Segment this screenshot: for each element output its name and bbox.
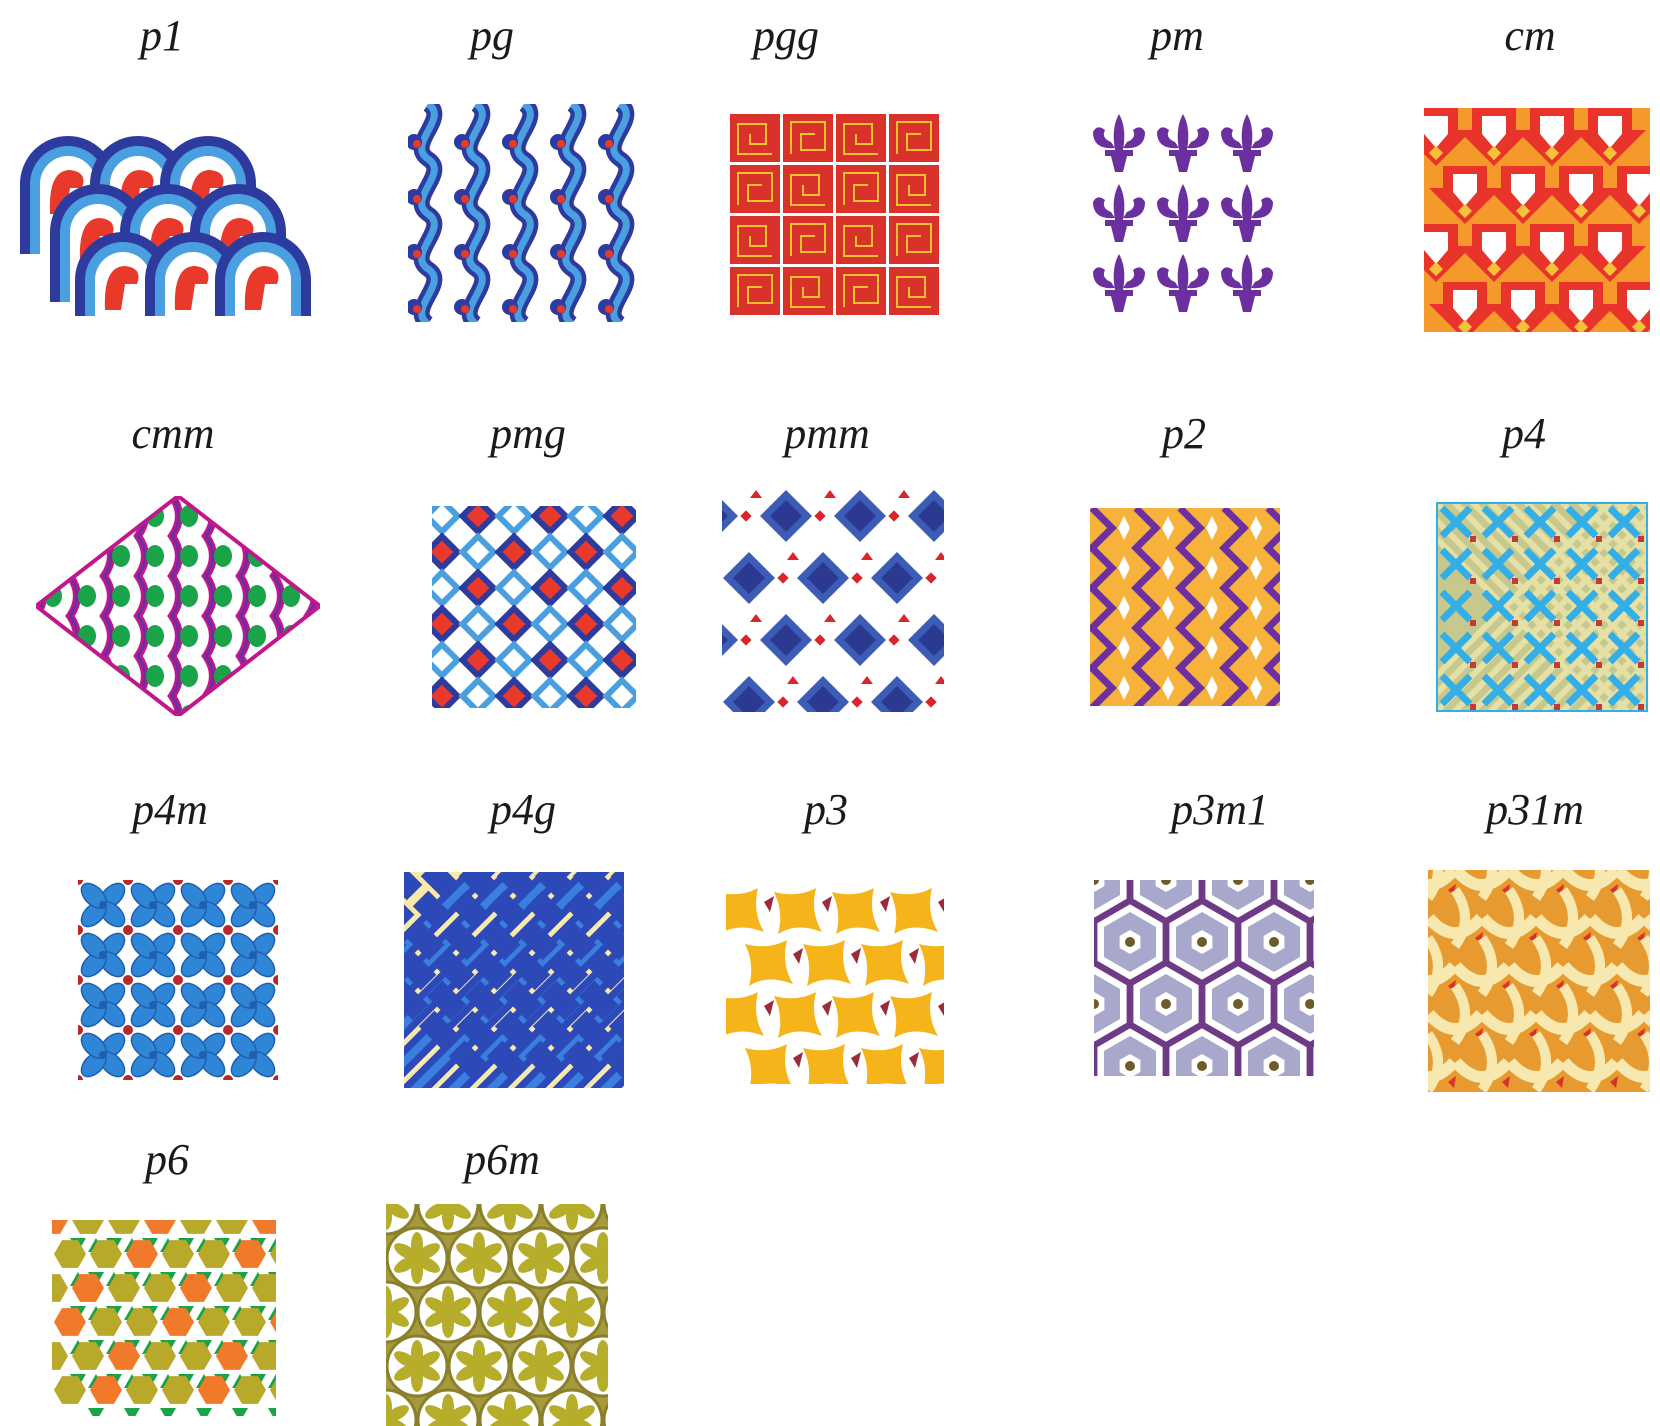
label-p4g: p4g — [490, 785, 556, 834]
label-p6: p6 — [145, 1135, 189, 1184]
label-pm: pm — [1150, 11, 1204, 60]
label-pg: pg — [470, 11, 514, 60]
tile-pg — [408, 104, 660, 322]
tile-p2 — [1090, 508, 1280, 706]
tile-p4g — [404, 872, 624, 1088]
label-pmm: pmm — [784, 409, 870, 458]
label-pmg: pmg — [490, 409, 566, 458]
tile-cm — [1424, 108, 1650, 332]
label-p4: p4 — [1502, 409, 1546, 458]
label-p6m: p6m — [464, 1135, 540, 1184]
label-p3: p3 — [804, 785, 848, 834]
tile-p3 — [726, 888, 944, 1084]
label-p31m: p31m — [1486, 785, 1584, 834]
tile-p4 — [1436, 502, 1648, 712]
tile-pmm — [722, 490, 944, 712]
label-p2: p2 — [1162, 409, 1206, 458]
tile-p4m — [78, 880, 278, 1080]
label-p1: p1 — [140, 11, 184, 60]
tile-p6 — [52, 1220, 276, 1416]
tile-pgg — [730, 114, 940, 316]
tile-p6m — [386, 1204, 608, 1426]
tile-pmg — [432, 506, 636, 708]
label-p3m1: p3m1 — [1171, 785, 1269, 834]
tile-pm — [1087, 106, 1279, 324]
tile-p31m — [1428, 870, 1650, 1092]
label-p4m: p4m — [132, 785, 208, 834]
label-pgg: pgg — [753, 11, 819, 60]
label-cmm: cmm — [131, 409, 215, 458]
label-cm: cm — [1504, 11, 1556, 60]
tile-p3m1 — [1094, 880, 1314, 1076]
tile-cmm — [36, 496, 320, 716]
tile-p1 — [8, 104, 313, 316]
